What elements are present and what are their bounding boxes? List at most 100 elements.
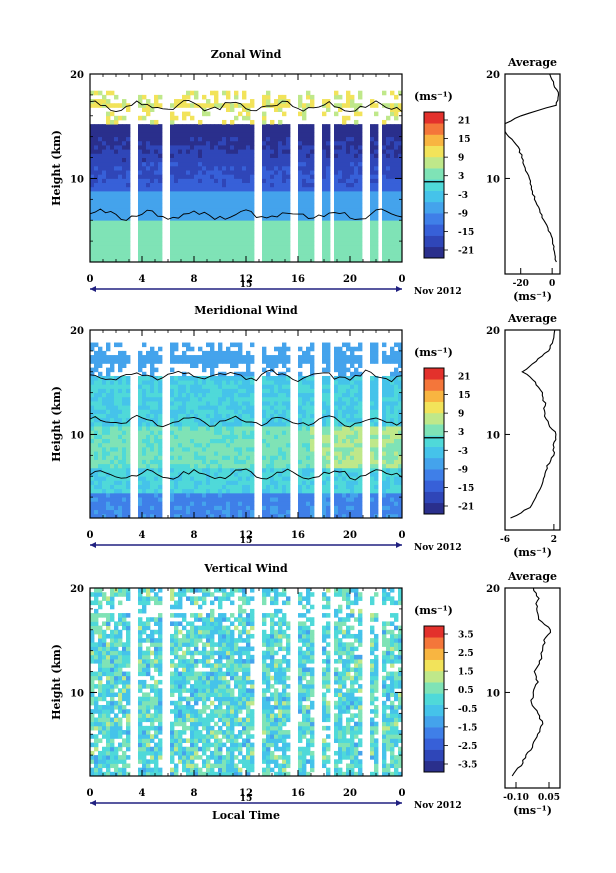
heatmap-cell [202,103,207,108]
heatmap-cell [118,367,123,373]
average-frame [504,73,561,275]
heatmap-cell [302,396,307,402]
heatmap-cell [270,505,275,511]
heatmap-cell [210,480,215,485]
heatmap-cell [170,186,175,192]
heatmap-cell [94,145,99,150]
heatmap-cell [138,170,143,175]
heatmap-cell [278,207,283,213]
heatmap-cell [126,257,131,263]
heatmap-cell [118,211,123,217]
heatmap-cell [170,492,175,498]
heatmap-cell [150,375,155,381]
heatmap-cell [98,509,103,515]
heatmap-cell [142,371,147,377]
heatmap-cell [146,463,151,469]
heatmap-cell [118,170,123,175]
heatmap-cell [226,455,231,460]
heatmap-cell [102,182,107,188]
heatmap-cell [394,128,399,133]
heatmap-cell [358,426,363,431]
heatmap-cell [390,220,395,225]
heatmap-cell [246,434,251,440]
heatmap-cell [170,199,175,204]
heatmap-cell [238,136,243,142]
heatmap-cell [102,446,107,452]
heatmap-cell [218,224,223,229]
heatmap-cell [246,401,251,406]
heatmap-cell [266,232,271,238]
heatmap-cell [174,182,179,188]
heatmap-cell [262,467,267,473]
heatmap-cell [278,199,283,204]
heatmap-cell [278,236,283,242]
heatmap-cell [158,501,163,506]
heatmap-cell [354,140,359,146]
heatmap-cell [190,174,195,179]
heatmap-cell [146,170,151,175]
heatmap-cell [90,195,95,200]
heatmap-cell [342,220,347,225]
heatmap-cell [222,90,227,96]
heatmap-cell [122,236,127,242]
heatmap-cell [106,203,111,209]
heatmap-cell [186,199,191,204]
heatmap-cell [394,350,399,356]
heatmap-cell [94,224,99,229]
heatmap-cell [110,153,115,158]
heatmap-cell [270,355,275,360]
heatmap-cell [202,161,207,167]
heatmap-cell [242,90,247,96]
heatmap-cell [342,505,347,511]
heatmap-cell [234,363,239,368]
heatmap-cell [346,257,351,263]
heatmap-cell [126,480,131,485]
heatmap-cell [286,480,291,485]
heatmap-cell [126,220,131,225]
heatmap-cell [106,463,111,469]
heatmap-cell [158,509,163,515]
heatmap-cell [186,451,191,456]
heatmap-cell [102,430,107,435]
heatmap-cell [390,245,395,250]
heatmap-cell [90,153,95,158]
heatmap-cell [98,426,103,431]
heatmap-cell [334,165,339,171]
heatmap-cell [302,107,307,112]
heatmap-cell [202,153,207,158]
heatmap-cell [110,199,115,204]
heatmap-cell [310,417,315,423]
heatmap-cell [138,203,143,209]
heatmap-cell [158,413,163,419]
heatmap-cell [194,380,199,385]
heatmap-cell [94,236,99,242]
heatmap-cell [342,367,347,373]
heatmap-cell [186,442,191,448]
heatmap-cell [390,421,395,427]
heatmap-cell [198,140,203,146]
heatmap-cell [266,488,271,494]
heatmap-cell [158,178,163,184]
heatmap-cell [142,472,147,477]
heatmap-cell [102,350,107,356]
heatmap-cell [250,342,255,348]
heatmap-cell [202,199,207,204]
heatmap-cell [306,463,311,469]
heatmap-cell [370,145,375,150]
heatmap-cell [210,228,215,234]
heatmap-cell [122,405,127,410]
heatmap-cell [226,484,231,490]
heatmap-cell [358,509,363,515]
heatmap-cell [266,451,271,456]
heatmap-cell [170,467,175,473]
heatmap-cell [302,384,307,389]
heatmap-cell [138,128,143,133]
heatmap-cell [142,405,147,410]
heatmap-cell [266,182,271,188]
heatmap-cell [286,145,291,150]
heatmap-cell [106,480,111,485]
heatmap-cell [322,497,327,502]
heatmap-cell [222,157,227,163]
heatmap-cell [306,228,311,234]
heatmap-cell [178,136,183,142]
